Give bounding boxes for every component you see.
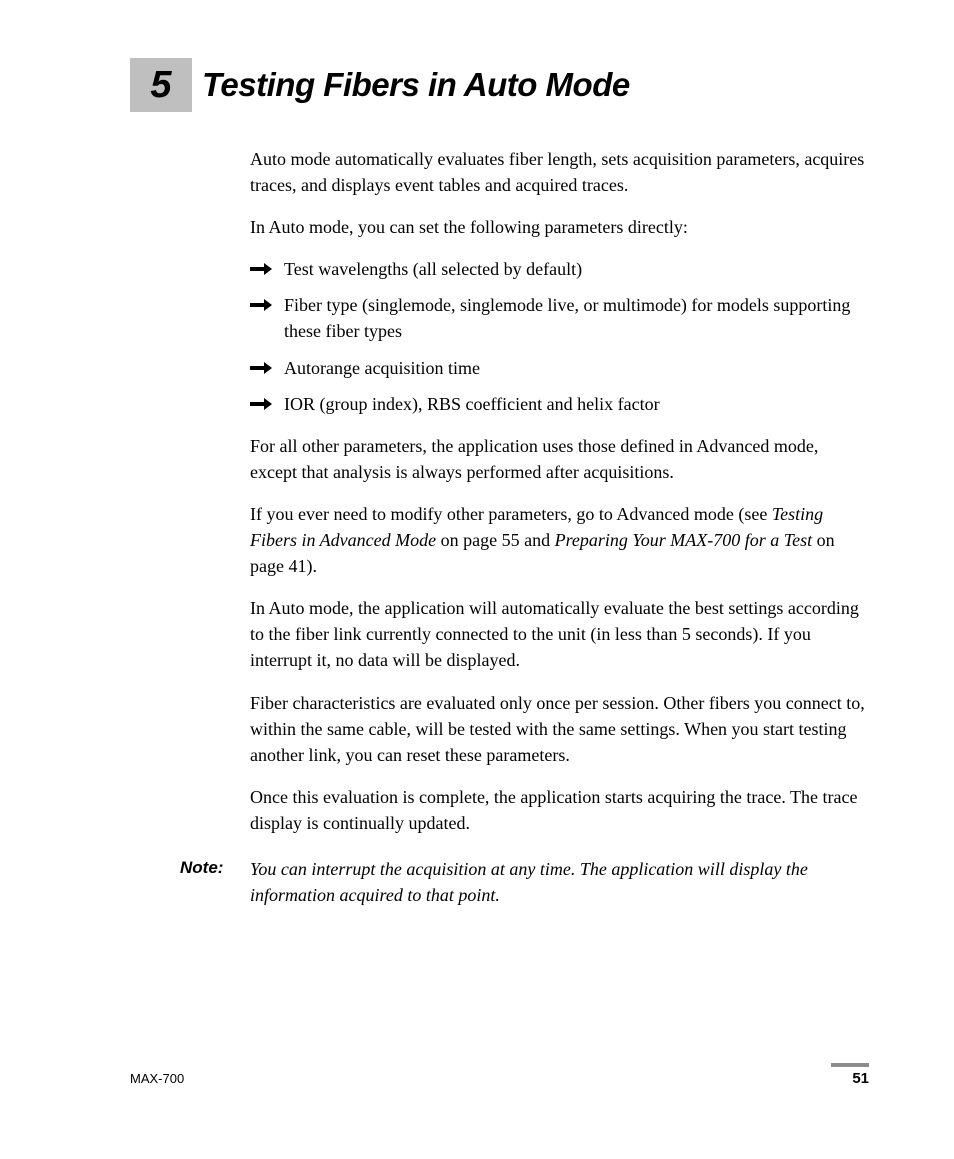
text-run: If you ever need to modify other paramet… <box>250 504 772 524</box>
bullet-text: Autorange acquisition time <box>284 355 869 381</box>
bullet-text: Fiber type (singlemode, singlemode live,… <box>284 292 869 344</box>
bullet-text: IOR (group index), RBS coefficient and h… <box>284 391 869 417</box>
arrow-bullet-icon <box>250 361 272 375</box>
chapter-number-box: 5 <box>130 58 192 112</box>
cross-reference: Preparing Your MAX-700 for a Test <box>555 530 813 550</box>
note-label: Note: <box>180 856 250 908</box>
arrow-bullet-icon <box>250 298 272 312</box>
footer-product: MAX-700 <box>130 1071 184 1086</box>
arrow-bullet-icon <box>250 397 272 411</box>
chapter-header: 5 Testing Fibers in Auto Mode <box>130 58 869 112</box>
text-run: on page 55 and <box>436 530 554 550</box>
bullet-item: IOR (group index), RBS coefficient and h… <box>250 391 869 417</box>
paragraph: For all other parameters, the applicatio… <box>250 433 869 485</box>
bullet-item: Autorange acquisition time <box>250 355 869 381</box>
arrow-bullet-icon <box>250 262 272 276</box>
bullet-list: Test wavelengths (all selected by defaul… <box>250 256 869 416</box>
paragraph: Once this evaluation is complete, the ap… <box>250 784 869 836</box>
chapter-title: Testing Fibers in Auto Mode <box>202 66 630 104</box>
page-footer: MAX-700 51 <box>130 1066 869 1087</box>
bullet-item: Fiber type (singlemode, singlemode live,… <box>250 292 869 344</box>
note-block: Note: You can interrupt the acquisition … <box>180 856 869 908</box>
page-content: 5 Testing Fibers in Auto Mode Auto mode … <box>0 0 954 908</box>
footer-page-number: 51 <box>852 1070 869 1087</box>
bullet-text: Test wavelengths (all selected by defaul… <box>284 256 869 282</box>
paragraph: Auto mode automatically evaluates fiber … <box>250 146 869 198</box>
paragraph: Fiber characteristics are evaluated only… <box>250 690 869 768</box>
body-content: Auto mode automatically evaluates fiber … <box>250 146 869 836</box>
paragraph: If you ever need to modify other paramet… <box>250 501 869 579</box>
chapter-number: 5 <box>150 64 171 107</box>
paragraph: In Auto mode, the application will autom… <box>250 595 869 673</box>
note-text: You can interrupt the acquisition at any… <box>250 856 869 908</box>
bullet-item: Test wavelengths (all selected by defaul… <box>250 256 869 282</box>
paragraph: In Auto mode, you can set the following … <box>250 214 869 240</box>
